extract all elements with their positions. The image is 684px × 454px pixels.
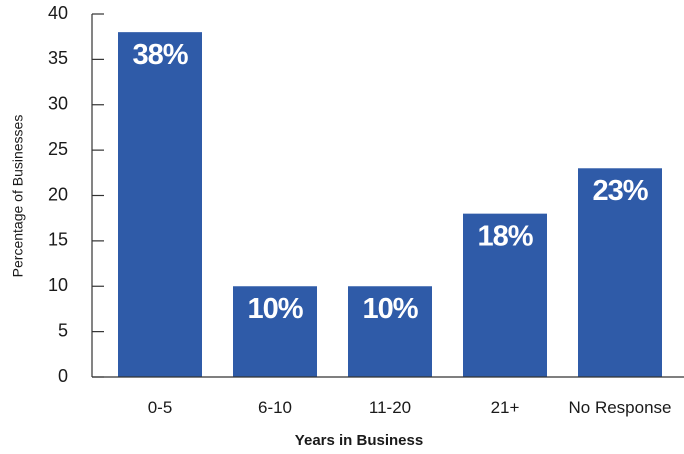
bar <box>348 286 432 377</box>
y-tick-label: 15 <box>48 230 68 250</box>
bar <box>463 213 547 377</box>
y-tick-label: 40 <box>48 3 68 23</box>
x-tick-label: No Response <box>568 398 671 417</box>
y-axis: 0 5 10 15 20 25 30 35 40 <box>48 3 104 386</box>
bar-data-label: 18% <box>477 220 533 252</box>
bar-data-label: 10% <box>362 293 418 325</box>
bar-data-label: 10% <box>247 293 303 325</box>
bar <box>233 286 317 377</box>
y-axis-title: Percentage of Businesses <box>10 115 26 278</box>
x-tick-label: 0-5 <box>148 398 173 417</box>
bar-data-label: 38% <box>132 39 188 71</box>
x-tick-label: 21+ <box>491 398 520 417</box>
y-tick-label: 5 <box>58 320 68 340</box>
y-tick-label: 35 <box>48 48 68 68</box>
x-axis: 0-5 6-10 11-20 21+ No Response <box>92 376 684 417</box>
bar-data-label: 23% <box>592 175 648 207</box>
y-tick-label: 30 <box>48 94 68 114</box>
y-tick-label: 10 <box>48 275 68 295</box>
bar <box>578 168 662 377</box>
bar <box>118 32 202 378</box>
y-tick-label: 0 <box>58 366 68 386</box>
bars: 38% 10% 10% 18% 23% <box>118 32 662 378</box>
x-axis-title: Years in Business <box>295 432 423 449</box>
x-tick-label: 6-10 <box>258 398 292 417</box>
y-tick-label: 25 <box>48 139 68 159</box>
y-tick-label: 20 <box>48 184 68 204</box>
x-tick-label: 11-20 <box>369 398 411 417</box>
